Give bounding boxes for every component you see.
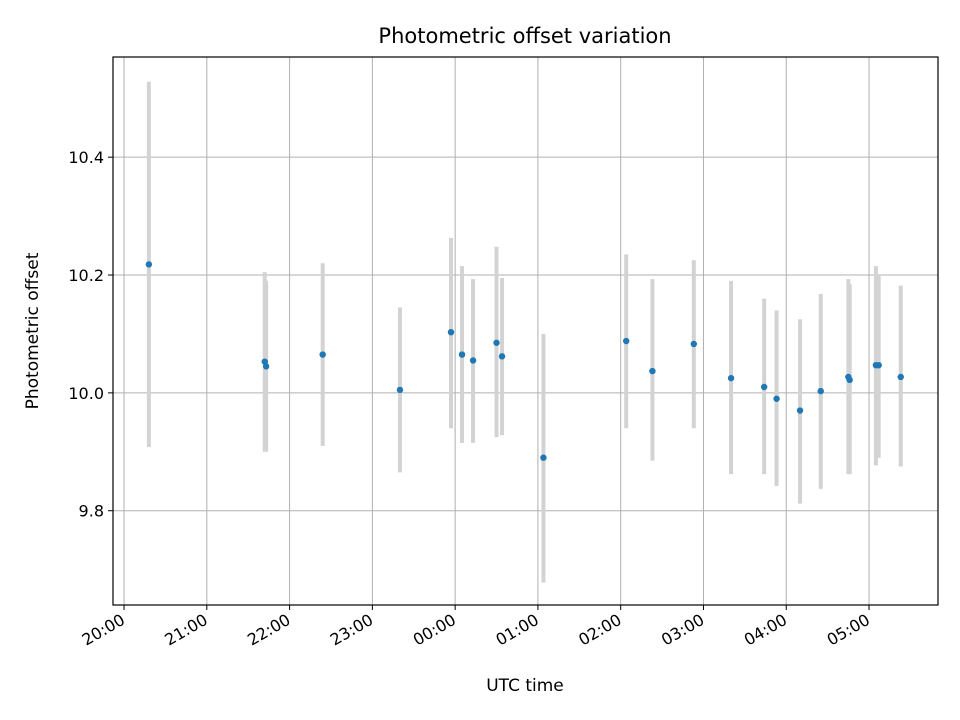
data-point	[796, 407, 804, 414]
data-point	[447, 328, 455, 336]
data-point	[760, 383, 768, 391]
x-axis-label: UTC time	[486, 676, 564, 696]
data-point	[262, 363, 270, 370]
data-points	[145, 261, 904, 461]
data-point	[540, 454, 547, 461]
data-point	[690, 340, 698, 348]
data-point	[817, 387, 824, 395]
y-tick-label: 10.4	[68, 148, 104, 167]
y-axis-label: Photometric offset	[23, 252, 43, 409]
data-point	[846, 376, 853, 384]
data-point	[623, 337, 630, 345]
data-point	[469, 357, 477, 364]
data-point	[493, 339, 500, 346]
data-point	[458, 351, 466, 358]
y-tick-label: 10.0	[68, 384, 104, 403]
data-point	[396, 386, 404, 394]
data-point	[319, 351, 326, 358]
data-point	[498, 353, 506, 360]
grid	[113, 57, 938, 605]
y-tick-label: 9.8	[79, 502, 104, 521]
chart-title: Photometric offset variation	[378, 24, 671, 48]
data-point	[145, 261, 153, 268]
y-axis-ticks: 9.8 10.0 10.2 10.4	[68, 148, 113, 521]
y-tick-label: 10.2	[68, 266, 104, 285]
data-point	[727, 374, 735, 382]
plot-frame	[112, 56, 939, 606]
data-point	[773, 395, 780, 402]
data-point	[897, 373, 904, 381]
data-point	[875, 361, 882, 369]
data-point	[649, 367, 656, 375]
